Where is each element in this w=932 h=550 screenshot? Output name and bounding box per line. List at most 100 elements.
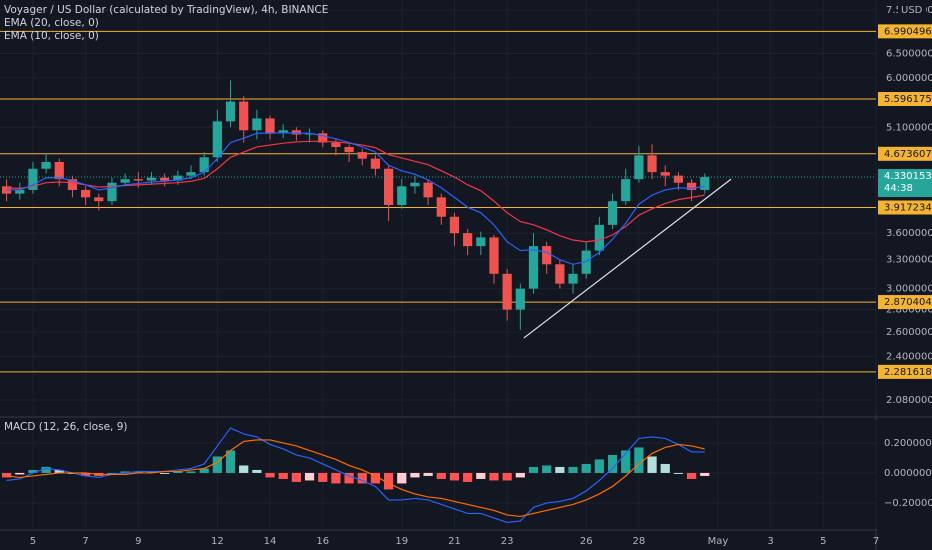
candle-body xyxy=(212,121,222,158)
candle-body xyxy=(291,130,302,135)
candle-body xyxy=(568,273,578,284)
ema-line xyxy=(6,132,705,265)
histogram-bar xyxy=(160,472,170,474)
candle-body xyxy=(397,186,407,205)
level-label-box xyxy=(878,92,932,107)
level-label-box xyxy=(878,200,932,215)
candle-body xyxy=(94,197,104,202)
current-price-label: 4.33015356 xyxy=(884,171,932,182)
candle-body xyxy=(331,142,341,147)
histogram-bar xyxy=(436,472,446,479)
histogram-bar xyxy=(252,469,262,473)
y-tick-label: 6.00000000 xyxy=(886,73,932,84)
histogram-bar xyxy=(186,471,196,473)
trend-line xyxy=(523,178,732,339)
candle-body xyxy=(489,237,499,274)
level-label-box xyxy=(878,295,932,310)
histogram-bar xyxy=(265,472,275,478)
level-label: 3.91723442 xyxy=(884,203,932,214)
y-tick-label: 6.50000000 xyxy=(886,48,932,59)
candle-body xyxy=(370,158,381,169)
candle-body xyxy=(423,182,433,198)
candle-body xyxy=(160,177,170,181)
x-tick-label: 5 xyxy=(820,536,826,547)
x-tick-label: 14 xyxy=(264,536,277,547)
candle-body xyxy=(515,288,525,310)
candle-body xyxy=(81,189,91,198)
x-tick-label: May xyxy=(708,536,729,547)
x-tick-label: 7 xyxy=(873,536,879,547)
histogram-bar xyxy=(476,472,486,479)
candle-body xyxy=(449,216,460,234)
x-tick-label: 23 xyxy=(501,536,514,547)
ema20-legend: EMA (20, close, 0) xyxy=(4,17,99,29)
level-label: 2.87040431 xyxy=(884,297,932,308)
histogram-bar xyxy=(621,450,631,473)
histogram-bar xyxy=(331,472,341,484)
level-label: 4.67360734 xyxy=(884,149,932,160)
histogram-bar xyxy=(199,468,209,473)
candle-body xyxy=(700,177,710,190)
level-label-box xyxy=(878,24,932,39)
x-tick-label: 26 xyxy=(580,536,593,547)
candle-body xyxy=(607,201,618,225)
candle-body xyxy=(318,133,328,143)
candle-body xyxy=(686,182,697,190)
histogram-bar xyxy=(686,472,697,479)
y-tick-label: 2.08000000 xyxy=(886,395,932,406)
histogram-bar xyxy=(120,471,130,473)
histogram-bar xyxy=(225,450,236,473)
candle-body xyxy=(542,246,552,265)
candle-body xyxy=(621,179,631,202)
level-label-box xyxy=(878,146,932,161)
histogram-bar xyxy=(81,472,91,476)
histogram-bar xyxy=(146,471,157,473)
candle-body xyxy=(410,182,420,187)
candle-body xyxy=(555,264,565,284)
candle-body xyxy=(1,186,12,194)
histogram-bar xyxy=(15,472,25,475)
candle-body xyxy=(146,177,157,181)
histogram-bar xyxy=(568,466,578,473)
histogram-bar xyxy=(700,472,710,476)
histogram-bar xyxy=(634,447,644,473)
macd-line xyxy=(6,427,705,524)
histogram-bar xyxy=(41,466,51,473)
histogram-bar xyxy=(278,472,288,479)
histogram-bar xyxy=(383,472,394,490)
candle-body xyxy=(173,175,183,181)
axes: 5791214161921232628May3577.500000006.500… xyxy=(30,3,932,547)
histogram-bar xyxy=(528,466,539,473)
histogram-bar xyxy=(502,472,512,481)
y-tick-label: 2.80000000 xyxy=(886,305,932,316)
histogram-bar xyxy=(647,456,657,473)
x-tick-label: 16 xyxy=(316,536,329,547)
histogram-bar xyxy=(318,472,328,482)
candle-body xyxy=(647,155,657,173)
candle-body xyxy=(41,161,51,169)
x-tick-label: 19 xyxy=(395,536,408,547)
candle-body xyxy=(67,179,78,190)
countdown-label: 44:38 xyxy=(884,183,913,194)
candle-body xyxy=(107,182,117,202)
histogram-bar xyxy=(542,465,552,473)
histogram-bar xyxy=(581,463,591,473)
y-tick-label: 3.00000000 xyxy=(886,284,932,295)
level-label-box xyxy=(878,364,932,379)
histogram-bar xyxy=(660,463,670,473)
x-tick-label: 3 xyxy=(767,536,773,547)
candle-body xyxy=(54,161,64,180)
candle-body xyxy=(463,233,473,247)
candle-body xyxy=(594,224,604,251)
histogram-bar xyxy=(489,472,499,481)
histogram-bar xyxy=(594,459,604,473)
candle-body xyxy=(133,179,143,181)
histogram-bar xyxy=(423,472,433,476)
level-label: 5.59617532 xyxy=(884,94,932,105)
candle-body xyxy=(120,179,130,183)
x-tick-label: 5 xyxy=(30,536,36,547)
histogram-bar xyxy=(28,469,38,473)
candle-body xyxy=(634,155,644,180)
current-price-box xyxy=(878,169,932,198)
